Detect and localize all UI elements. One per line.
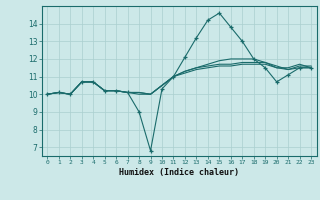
X-axis label: Humidex (Indice chaleur): Humidex (Indice chaleur)	[119, 168, 239, 177]
